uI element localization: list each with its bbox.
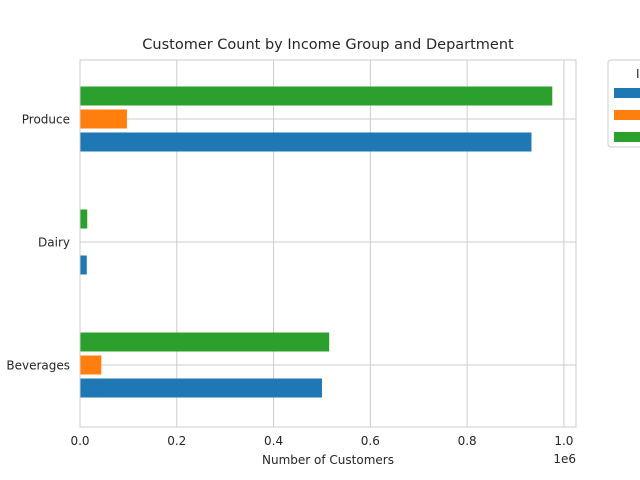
x-tick-label: 0.8 bbox=[458, 434, 477, 448]
legend-swatch bbox=[614, 110, 640, 120]
legend-title: I bbox=[636, 67, 640, 81]
legend: I bbox=[607, 59, 640, 148]
bar bbox=[80, 355, 102, 375]
x-tick-label: 0.4 bbox=[264, 434, 283, 448]
y-tick-label: Produce bbox=[22, 113, 70, 127]
bar-layer bbox=[80, 86, 553, 398]
x-tick-label: 0.6 bbox=[361, 434, 380, 448]
x-tick-label: 1.0 bbox=[554, 434, 573, 448]
x-tick-label: 0.2 bbox=[167, 434, 186, 448]
bar bbox=[80, 209, 88, 229]
legend-swatch bbox=[614, 88, 640, 98]
plot-border bbox=[79, 59, 577, 428]
bar bbox=[80, 86, 553, 106]
grid-layer bbox=[79, 60, 576, 427]
bar bbox=[80, 255, 87, 275]
bar bbox=[80, 378, 322, 398]
bar bbox=[80, 109, 127, 129]
tick-layer: 0.0 0.2 0.4 0.6 0.8 1.0 Beverages Dairy Produce bbox=[6, 113, 573, 449]
y-tick-label: Beverages bbox=[6, 359, 70, 373]
bar bbox=[80, 332, 330, 352]
plot-frame bbox=[79, 59, 577, 428]
chart-title: Customer Count by Income Group and Depar… bbox=[142, 37, 514, 53]
legend-box bbox=[607, 59, 640, 148]
x-axis-label: Number of Customers bbox=[262, 453, 394, 467]
x-axis-offset-text: 1e6 bbox=[553, 452, 576, 466]
y-tick-label: Dairy bbox=[38, 236, 70, 250]
legend-swatch bbox=[614, 132, 640, 142]
x-tick-label: 0.0 bbox=[70, 434, 89, 448]
bar bbox=[80, 132, 532, 152]
